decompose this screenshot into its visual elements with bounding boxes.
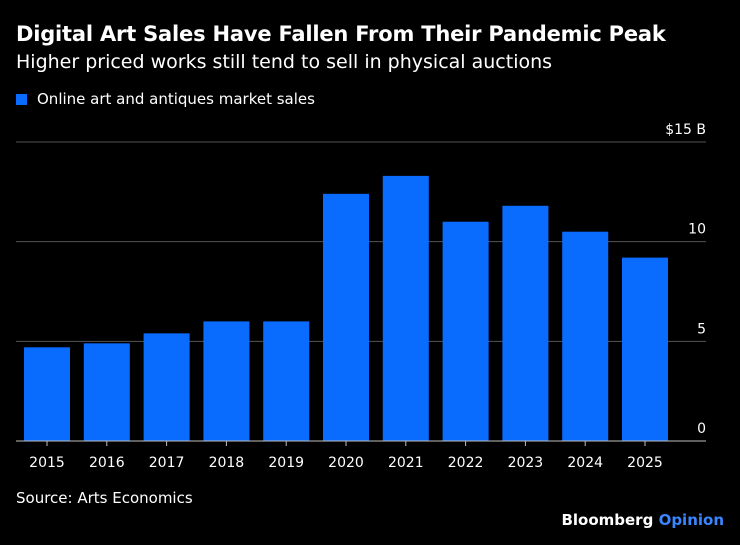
source-note: Source: Arts Economics: [16, 489, 193, 507]
bar: [143, 333, 190, 441]
bar: [83, 343, 130, 441]
x-tick-label: 2024: [567, 455, 603, 471]
y-tick-label: 0: [697, 421, 706, 437]
y-tick-label: 10: [688, 222, 706, 238]
x-tick-label: 2018: [209, 455, 245, 471]
bar: [562, 231, 609, 441]
x-tick-label: 2022: [448, 455, 484, 471]
y-tick-label: $15 B: [665, 122, 706, 138]
bar: [323, 193, 369, 441]
legend-label: Online art and antiques market sales: [37, 90, 315, 108]
bar: [24, 347, 70, 441]
x-tick-label: 2019: [268, 455, 304, 471]
x-tick-label: 2020: [328, 455, 364, 471]
x-tick-label: 2025: [627, 455, 663, 471]
x-tick-label: 2021: [388, 455, 424, 471]
legend: Online art and antiques market sales: [16, 90, 315, 108]
x-tick-label: 2016: [89, 455, 125, 471]
brand-logo: Bloomberg Opinion: [561, 511, 724, 529]
chart-subtitle: Higher priced works still tend to sell i…: [16, 51, 553, 73]
bar: [442, 221, 489, 441]
y-tick-label: 5: [697, 321, 706, 337]
legend-swatch: [16, 93, 27, 105]
x-tick-label: 2017: [149, 455, 185, 471]
brand-name: Bloomberg: [561, 511, 654, 529]
brand-accent: Opinion: [658, 511, 724, 529]
x-tick-label: 2015: [29, 455, 65, 471]
chart-title: Digital Art Sales Have Fallen From Their…: [16, 22, 666, 46]
bar: [382, 175, 429, 442]
bar: [203, 321, 250, 441]
x-tick-label: 2023: [508, 455, 544, 471]
bar: [622, 257, 668, 441]
bar: [502, 205, 549, 441]
bar: [263, 321, 310, 441]
